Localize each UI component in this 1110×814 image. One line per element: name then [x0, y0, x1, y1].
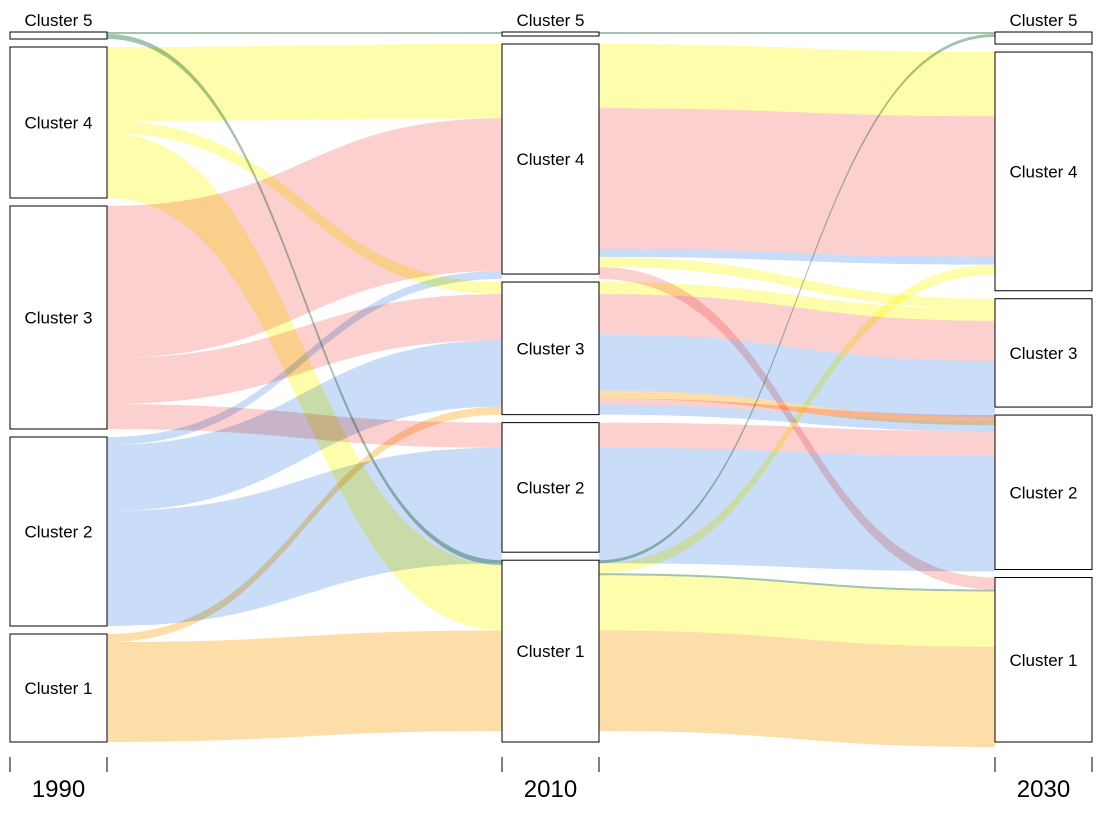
nodes-layer: Cluster 5 Cluster 4 Cluster 3 Cluster 2 Clus… — [9, 11, 1093, 743]
flow-18-segment-1 — [107, 37, 502, 566]
node-2030-cluster-2 — [994, 414, 1093, 571]
axis-layer: 1990 2010 2030 — [9, 757, 1093, 803]
flow-13-segment-2 — [599, 256, 995, 309]
axis-label-2030: 2030 — [1017, 776, 1070, 803]
flow-16-segment-1 — [107, 133, 502, 576]
flow-17-segment-2 — [599, 34, 995, 564]
node-label-1990-cluster-4: Cluster 4 — [24, 114, 92, 133]
node-label-2030-cluster-3: Cluster 3 — [1009, 344, 1077, 363]
flow-15-segment-1 — [107, 143, 502, 631]
flow-17-segment-1 — [107, 34, 502, 564]
node-label-2030-cluster-5: Cluster 5 — [1009, 11, 1077, 30]
flow-16-segment-2 — [599, 264, 995, 574]
flow-6-segment-2 — [599, 248, 995, 265]
flow-10-segment-2 — [599, 422, 995, 457]
flow-18-segment-2 — [599, 573, 995, 592]
node-2030-cluster-5 — [994, 31, 1093, 45]
node-label-1990-cluster-1: Cluster 1 — [24, 679, 92, 698]
flow-3-segment-1 — [107, 447, 502, 626]
flow-7-segment-2 — [599, 108, 995, 257]
node-2010-cluster-2 — [501, 422, 600, 553]
flow-5-segment-1 — [107, 396, 502, 511]
flow-1-segment-2 — [599, 630, 995, 748]
node-1990-cluster-1 — [9, 633, 108, 743]
flow-19-segment-2 — [599, 32, 995, 35]
flow-11-segment-2 — [599, 398, 995, 422]
flow-10-segment-1 — [107, 404, 502, 448]
node-2030-cluster-3 — [994, 298, 1093, 408]
flow-14-segment-2 — [599, 282, 995, 321]
node-2030-cluster-1 — [994, 577, 1093, 743]
flow-4-segment-2 — [599, 334, 995, 418]
axis-label-2010: 2010 — [524, 776, 577, 803]
node-2010-cluster-1 — [501, 559, 600, 743]
flow-12-segment-2 — [599, 44, 995, 117]
flow-8-segment-1 — [107, 258, 502, 358]
flow-15-segment-2 — [599, 575, 995, 647]
node-2030-cluster-4 — [994, 51, 1093, 292]
axis-label-1990: 1990 — [32, 776, 85, 803]
node-label-1990-cluster-2: Cluster 2 — [24, 523, 92, 542]
node-1990-cluster-2 — [9, 436, 108, 627]
node-label-2030-cluster-1: Cluster 1 — [1009, 651, 1077, 670]
node-2010-cluster-5 — [501, 31, 600, 37]
node-label-1990-cluster-3: Cluster 3 — [24, 309, 92, 328]
node-label-2010-cluster-2: Cluster 2 — [516, 478, 584, 497]
node-1990-cluster-5 — [9, 31, 108, 40]
node-2010-cluster-3 — [501, 281, 600, 416]
node-2010-cluster-4 — [501, 43, 600, 275]
node-label-2010-cluster-1: Cluster 1 — [516, 642, 584, 661]
node-label-2010-cluster-5: Cluster 5 — [516, 11, 584, 30]
node-label-1990-cluster-5: Cluster 5 — [24, 11, 92, 30]
node-label-2030-cluster-4: Cluster 4 — [1009, 162, 1077, 181]
flow-19-segment-1 — [107, 32, 502, 35]
flow-14-segment-1 — [107, 121, 502, 295]
flow-9-segment-1 — [107, 294, 502, 398]
node-1990-cluster-3 — [9, 205, 108, 430]
node-label-2030-cluster-2: Cluster 2 — [1009, 483, 1077, 502]
flow-13-segment-1 — [107, 108, 502, 121]
flows-layer — [107, 32, 995, 748]
node-label-2010-cluster-3: Cluster 3 — [516, 339, 584, 358]
flow-1-segment-1 — [107, 630, 502, 742]
flow-9-segment-2 — [599, 294, 995, 361]
flow-7-segment-1 — [107, 118, 502, 346]
node-label-2010-cluster-4: Cluster 4 — [516, 150, 584, 169]
node-1990-cluster-4 — [9, 46, 108, 199]
